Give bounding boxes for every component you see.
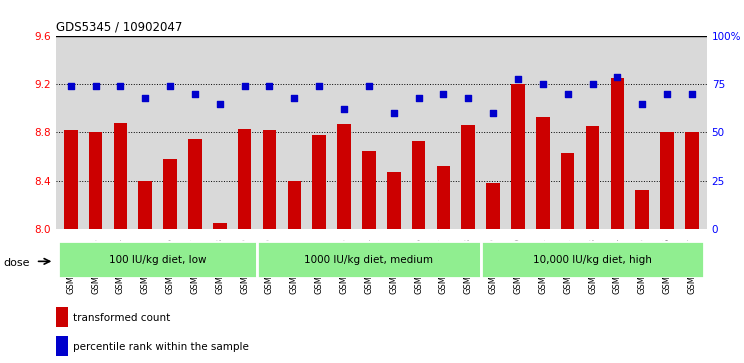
- Bar: [611, 78, 624, 229]
- Point: [139, 95, 151, 101]
- Point: [214, 101, 225, 107]
- Point: [338, 106, 350, 112]
- Point: [239, 83, 251, 89]
- Point: [289, 95, 301, 101]
- Bar: [337, 124, 351, 229]
- Point: [388, 110, 400, 116]
- Bar: [536, 117, 550, 229]
- Point: [189, 91, 201, 97]
- Bar: [163, 159, 177, 229]
- Point: [636, 101, 648, 107]
- Bar: [138, 180, 152, 229]
- Bar: [461, 125, 475, 229]
- Bar: [64, 130, 77, 229]
- Text: 1000 IU/kg diet, medium: 1000 IU/kg diet, medium: [304, 254, 433, 265]
- Point: [313, 83, 325, 89]
- Bar: [257, 241, 481, 278]
- Point: [661, 91, 673, 97]
- Point: [537, 82, 549, 87]
- Bar: [411, 141, 426, 229]
- Bar: [188, 139, 202, 229]
- Bar: [312, 135, 326, 229]
- Text: dose: dose: [4, 258, 31, 268]
- Point: [363, 83, 375, 89]
- Point: [164, 83, 176, 89]
- Bar: [238, 129, 251, 229]
- Bar: [660, 132, 674, 229]
- Text: 10,000 IU/kg diet, high: 10,000 IU/kg diet, high: [533, 254, 652, 265]
- Bar: [114, 123, 127, 229]
- Text: GDS5345 / 10902047: GDS5345 / 10902047: [56, 21, 182, 34]
- Point: [65, 83, 77, 89]
- Bar: [487, 183, 500, 229]
- Point: [612, 74, 623, 79]
- Bar: [287, 180, 301, 229]
- Bar: [586, 126, 600, 229]
- Bar: [56, 307, 68, 327]
- Bar: [437, 166, 450, 229]
- Point: [686, 91, 698, 97]
- Point: [462, 95, 474, 101]
- Bar: [89, 132, 103, 229]
- Point: [487, 110, 499, 116]
- Text: transformed count: transformed count: [73, 313, 170, 323]
- Point: [512, 76, 524, 82]
- Bar: [362, 151, 376, 229]
- Bar: [58, 241, 257, 278]
- Point: [89, 83, 101, 89]
- Point: [413, 95, 425, 101]
- Bar: [511, 85, 525, 229]
- Bar: [387, 172, 400, 229]
- Text: 100 IU/kg diet, low: 100 IU/kg diet, low: [109, 254, 206, 265]
- Point: [586, 82, 598, 87]
- Point: [263, 83, 275, 89]
- Bar: [561, 153, 574, 229]
- Text: percentile rank within the sample: percentile rank within the sample: [73, 342, 248, 352]
- Point: [562, 91, 574, 97]
- Bar: [263, 130, 276, 229]
- Bar: [635, 190, 649, 229]
- Point: [437, 91, 449, 97]
- Bar: [481, 241, 705, 278]
- Point: [115, 83, 126, 89]
- Bar: [685, 132, 699, 229]
- Bar: [213, 223, 227, 229]
- Bar: [56, 336, 68, 356]
